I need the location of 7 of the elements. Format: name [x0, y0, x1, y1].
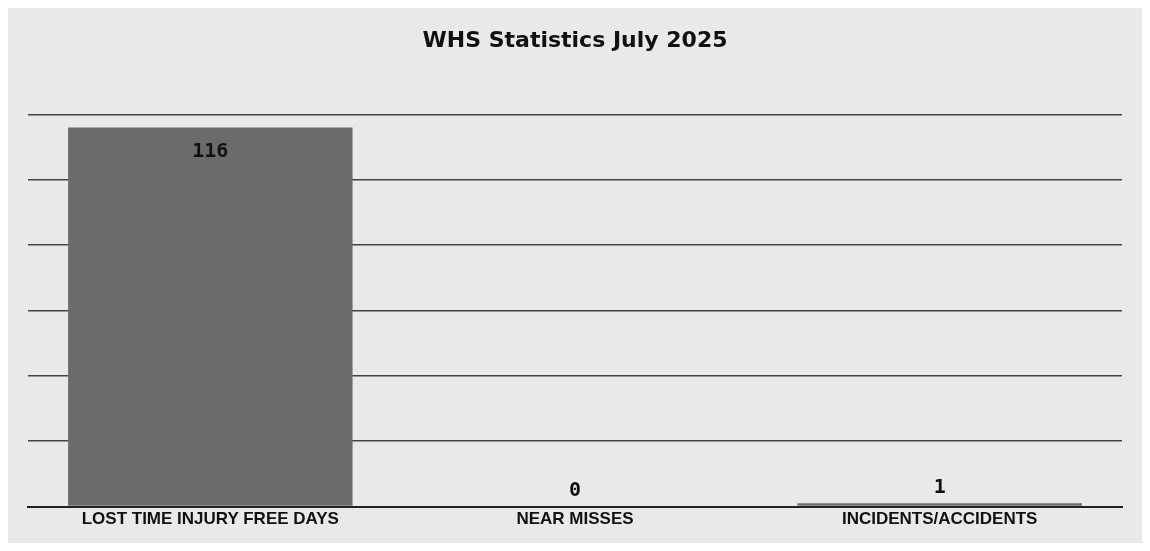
- data-label: 0: [568, 476, 582, 501]
- data-label: 1: [933, 473, 946, 498]
- x-tick-label: INCIDENTS/ACCIDENTS: [841, 509, 1038, 529]
- x-tick-label: NEAR MISSES: [516, 509, 634, 529]
- data-label: 116: [192, 137, 229, 162]
- x-tick-label: LOST TIME INJURY FREE DAYS: [81, 509, 339, 529]
- chart-title: WHS Statistics July 2025: [422, 26, 728, 52]
